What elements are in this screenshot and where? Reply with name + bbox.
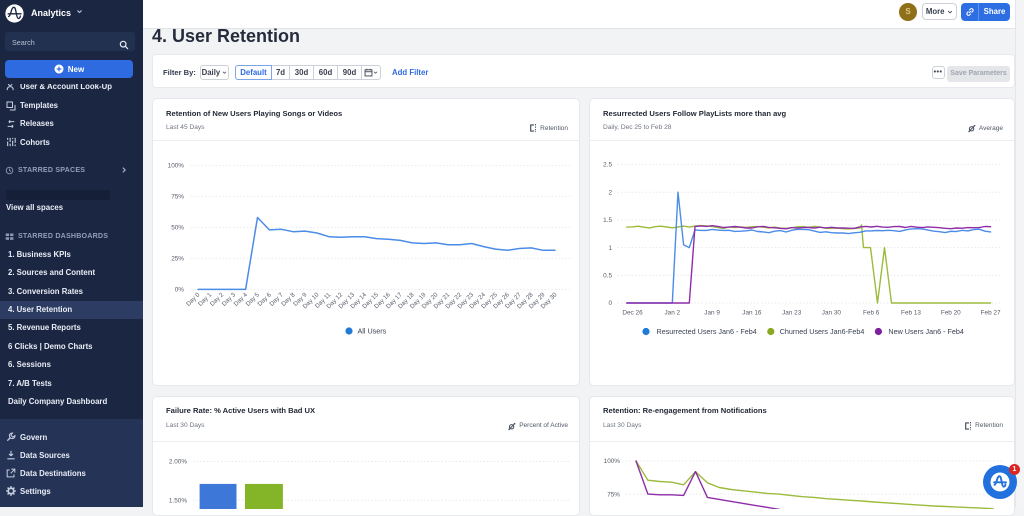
svg-text:100%: 100%	[604, 458, 621, 465]
svg-text:Jan 23: Jan 23	[782, 310, 802, 317]
svg-text:75%: 75%	[171, 194, 184, 201]
svg-text:Feb 27: Feb 27	[981, 310, 1001, 317]
svg-text:Resurrected Users Jan6 - Feb4: Resurrected Users Jan6 - Feb4	[657, 327, 757, 336]
svg-text:2: 2	[608, 189, 612, 196]
svg-text:Jan 9: Jan 9	[704, 310, 720, 317]
svg-text:25%: 25%	[171, 256, 184, 263]
svg-text:All Users: All Users	[358, 327, 387, 336]
svg-text:0%: 0%	[175, 287, 185, 294]
svg-text:Jan 30: Jan 30	[822, 310, 842, 317]
svg-text:Jan 16: Jan 16	[742, 310, 762, 317]
svg-text:50%: 50%	[171, 225, 184, 232]
svg-text:0.5: 0.5	[603, 273, 612, 280]
svg-text:1: 1	[608, 245, 612, 252]
svg-text:Feb 13: Feb 13	[901, 310, 921, 317]
svg-text:1.5: 1.5	[603, 217, 612, 224]
svg-text:0: 0	[608, 300, 612, 307]
svg-text:Churned Users Jan6-Feb4: Churned Users Jan6-Feb4	[780, 327, 865, 336]
svg-text:Jan 2: Jan 2	[664, 310, 680, 317]
svg-text:Feb 20: Feb 20	[941, 310, 961, 317]
svg-text:75%: 75%	[607, 491, 620, 498]
svg-text:New Users Jan6 - Feb4: New Users Jan6 - Feb4	[888, 327, 964, 336]
svg-text:2.00%: 2.00%	[169, 458, 187, 465]
svg-text:Feb 6: Feb 6	[863, 310, 880, 317]
svg-text:Dec 26: Dec 26	[622, 310, 643, 317]
svg-text:100%: 100%	[168, 163, 185, 170]
svg-text:2.5: 2.5	[603, 162, 612, 169]
svg-text:1.50%: 1.50%	[169, 497, 187, 504]
